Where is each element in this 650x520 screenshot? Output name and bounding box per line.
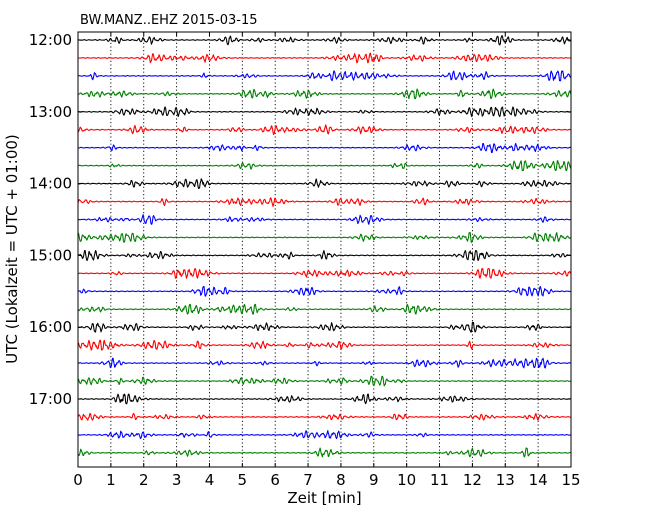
x-tick-label: 14 <box>529 471 548 489</box>
x-tick-label: 6 <box>270 471 280 489</box>
trace-line-1215 <box>77 52 572 64</box>
trace-line-1545 <box>77 303 572 315</box>
trace-line-1500 <box>77 250 572 261</box>
trace-line-1400 <box>77 178 572 189</box>
trace-line-1615 <box>77 339 572 351</box>
x-tick-label: 4 <box>205 471 215 489</box>
x-tick-label: 0 <box>73 471 83 489</box>
x-tick-labels: 0 1 2 3 4 5 6 7 8 9 10 11 12 13 14 15 <box>73 471 580 489</box>
trace-line-1745 <box>77 447 572 458</box>
x-tick-label: 2 <box>139 471 149 489</box>
chart-title: BW.MANZ..EHZ 2015-03-15 <box>80 13 258 28</box>
x-tick-label: 11 <box>430 471 449 489</box>
trace-line-1200 <box>77 35 572 46</box>
x-axis-label: Zeit [min] <box>287 489 361 507</box>
trace-line-1230 <box>77 70 572 82</box>
x-tick-label: 15 <box>561 471 580 489</box>
plot-frame <box>77 31 572 468</box>
trace-group <box>77 35 572 458</box>
x-tick-label: 3 <box>172 471 182 489</box>
trace-line-1700 <box>77 393 572 405</box>
x-tick-label: 5 <box>238 471 248 489</box>
trace-line-1330 <box>77 142 572 154</box>
x-tick-label: 1 <box>106 471 116 489</box>
x-tick-label: 12 <box>463 471 482 489</box>
y-tick-label: 15:00 <box>29 246 72 264</box>
trace-line-1445 <box>77 232 572 243</box>
x-tick-label: 8 <box>336 471 346 489</box>
x-tick-label: 9 <box>369 471 379 489</box>
x-tick-label: 7 <box>303 471 313 489</box>
trace-line-1300 <box>77 106 572 118</box>
trace-line-1715 <box>77 412 572 421</box>
trace-line-1415 <box>77 197 572 207</box>
x-tick-label: 10 <box>397 471 416 489</box>
trace-line-1530 <box>77 285 572 297</box>
grid-lines <box>110 32 539 467</box>
tick-marks <box>77 32 572 467</box>
y-axis-label: UTC (Lokalzeit = UTC + 01:00) <box>3 134 21 364</box>
trace-line-1315 <box>77 124 572 136</box>
trace-line-1345 <box>77 160 572 171</box>
trace-line-1515 <box>77 268 572 279</box>
trace-line-1645 <box>77 375 572 387</box>
y-tick-labels: 12:00 13:00 14:00 15:00 16:00 17:00 <box>29 31 72 408</box>
trace-line-1630 <box>77 357 572 369</box>
y-tick-label: 12:00 <box>29 31 72 49</box>
trace-line-1245 <box>77 88 572 100</box>
y-tick-label: 17:00 <box>29 390 72 408</box>
trace-line-1730 <box>77 430 572 440</box>
trace-line-1430 <box>77 214 572 225</box>
y-tick-label: 13:00 <box>29 103 72 121</box>
trace-line-1600 <box>77 321 572 333</box>
x-tick-label: 13 <box>496 471 515 489</box>
y-tick-label: 16:00 <box>29 318 72 336</box>
y-tick-label: 14:00 <box>29 175 72 193</box>
